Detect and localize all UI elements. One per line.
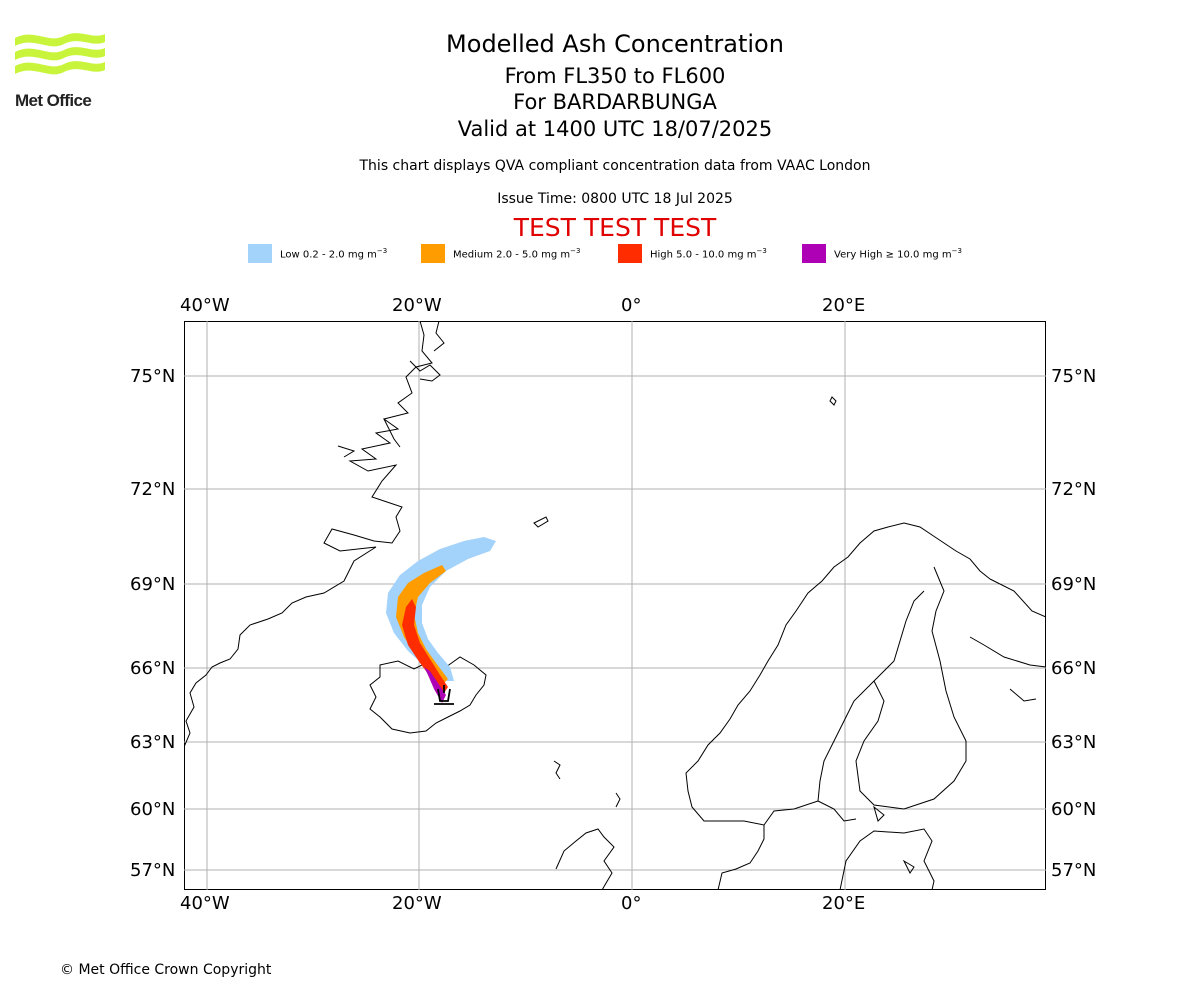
lon-tick-bottom-0: 0° <box>621 893 642 914</box>
lon-tick-top-20w: 20°W <box>392 295 442 316</box>
volcano-icon <box>434 685 454 705</box>
legend-swatch-low <box>248 244 272 263</box>
valid-time: Valid at 1400 UTC 18/07/2025 <box>457 117 773 141</box>
lat-tick-left-75n: 75°N <box>130 366 176 387</box>
legend-label-very-high: Very High ≥ 10.0 mg m−3 <box>834 247 962 261</box>
ash-map[interactable] <box>184 321 1046 890</box>
lon-tick-top-20e: 20°E <box>822 295 866 316</box>
lon-tick-top-0: 0° <box>621 295 642 316</box>
met-office-logo <box>15 33 105 75</box>
lon-tick-top-40w: 40°W <box>180 295 230 316</box>
lat-tick-right-72n: 72°N <box>1051 479 1097 500</box>
legend-label-low: Low 0.2 - 2.0 mg m−3 <box>280 247 388 261</box>
legend-label-high: High 5.0 - 10.0 mg m−3 <box>650 247 767 261</box>
qva-note: This chart displays QVA compliant concen… <box>359 158 871 174</box>
lat-tick-right-63n: 63°N <box>1051 732 1097 753</box>
lat-tick-right-69n: 69°N <box>1051 574 1097 595</box>
lat-tick-right-60n: 60°N <box>1051 799 1097 820</box>
ash-very-high <box>424 667 446 703</box>
logo-text: Met Office <box>15 91 92 110</box>
map-frame <box>184 321 1046 890</box>
lat-tick-left-63n: 63°N <box>130 732 176 753</box>
lat-tick-right-75n: 75°N <box>1051 366 1097 387</box>
lat-tick-right-57n: 57°N <box>1051 860 1097 881</box>
volcano-name: For BARDARBUNGA <box>513 90 717 114</box>
copyright: © Met Office Crown Copyright <box>60 962 272 978</box>
legend-swatch-high <box>618 244 642 263</box>
lat-tick-left-69n: 69°N <box>130 574 176 595</box>
ash-high <box>402 599 448 693</box>
lat-tick-left-60n: 60°N <box>130 799 176 820</box>
flight-level-range: From FL350 to FL600 <box>504 64 726 88</box>
lon-tick-bottom-20w: 20°W <box>392 893 442 914</box>
scotland-coast <box>555 828 615 890</box>
legend-swatch-medium <box>421 244 445 263</box>
legend-swatch-very-high <box>802 244 826 263</box>
lat-tick-left-72n: 72°N <box>130 479 176 500</box>
chart-title: Modelled Ash Concentration <box>446 30 784 58</box>
lat-tick-left-66n: 66°N <box>130 658 176 679</box>
ash-medium <box>396 565 448 685</box>
lon-tick-bottom-20e: 20°E <box>822 893 866 914</box>
issue-time: Issue Time: 0800 UTC 18 Jul 2025 <box>497 191 733 207</box>
lat-tick-right-66n: 66°N <box>1051 658 1097 679</box>
legend: Low 0.2 - 2.0 mg m−3 Medium 2.0 - 5.0 mg… <box>0 244 1200 264</box>
test-banner: TEST TEST TEST <box>513 213 717 242</box>
lon-tick-bottom-40w: 40°W <box>180 893 230 914</box>
lat-tick-left-57n: 57°N <box>130 860 176 881</box>
greenland-coast <box>184 321 433 748</box>
legend-label-medium: Medium 2.0 - 5.0 mg m−3 <box>453 247 581 261</box>
ash-concentration <box>386 537 496 703</box>
graticule <box>184 321 1046 890</box>
norway-coast <box>685 522 991 890</box>
